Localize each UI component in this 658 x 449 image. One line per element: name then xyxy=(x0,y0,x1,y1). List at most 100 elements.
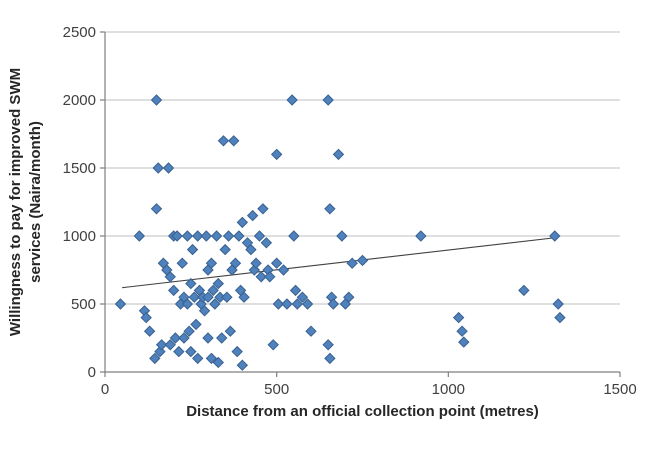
data-point xyxy=(167,284,180,297)
data-point xyxy=(205,352,218,365)
data-point xyxy=(236,216,249,229)
data-point xyxy=(296,291,309,303)
data-point xyxy=(152,162,164,174)
x-tick-label: 1000 xyxy=(432,381,465,398)
data-point xyxy=(162,162,175,174)
data-point xyxy=(229,257,242,269)
data-point xyxy=(149,352,161,365)
data-point xyxy=(176,257,188,269)
data-point xyxy=(210,230,223,242)
data-point xyxy=(238,291,250,303)
y-tick-label: 500 xyxy=(71,296,96,313)
data-point xyxy=(212,356,225,369)
data-point xyxy=(264,271,276,283)
data-point xyxy=(322,339,334,351)
data-point xyxy=(253,230,266,242)
data-point xyxy=(219,243,231,256)
data-point xyxy=(202,332,214,344)
data-point xyxy=(270,257,283,269)
data-point xyxy=(222,230,235,242)
y-tick-label: 2000 xyxy=(63,92,96,109)
data-point xyxy=(198,305,211,317)
data-point xyxy=(356,254,369,267)
data-point xyxy=(236,359,249,371)
data-point xyxy=(221,291,233,303)
data-point xyxy=(549,230,561,242)
data-point xyxy=(336,230,348,242)
data-point xyxy=(171,230,183,242)
data-point xyxy=(324,203,336,215)
data-point xyxy=(291,298,303,310)
data-point xyxy=(301,298,314,310)
data-point xyxy=(191,230,204,242)
data-point xyxy=(250,257,262,269)
data-point xyxy=(270,148,283,161)
data-point xyxy=(286,94,298,106)
data-point xyxy=(169,332,182,344)
data-point xyxy=(191,352,204,365)
data-point xyxy=(458,336,470,348)
x-tick-label: 1500 xyxy=(603,381,636,398)
data-point xyxy=(272,298,285,310)
data-point xyxy=(324,352,336,365)
data-point xyxy=(245,243,257,256)
data-point xyxy=(150,94,163,106)
data-point xyxy=(224,325,237,337)
data-point xyxy=(346,257,358,269)
data-point xyxy=(518,284,530,297)
data-point xyxy=(231,345,243,358)
data-point xyxy=(216,332,228,344)
y-tick-label: 1500 xyxy=(63,160,96,177)
data-point xyxy=(255,271,267,283)
y-tick-label: 2500 xyxy=(63,24,96,41)
data-point xyxy=(140,311,152,324)
data-point xyxy=(288,230,300,242)
data-point xyxy=(155,339,168,351)
data-point xyxy=(257,203,269,215)
x-axis-title: Distance from an official collection poi… xyxy=(186,403,539,420)
data-point xyxy=(205,257,218,269)
trendline xyxy=(122,236,559,289)
data-point xyxy=(281,298,293,310)
data-point xyxy=(183,325,195,337)
data-point xyxy=(186,243,199,256)
data-point xyxy=(133,230,146,242)
data-point xyxy=(289,284,302,297)
data-point xyxy=(143,325,156,337)
y-tick-label: 0 xyxy=(88,364,96,381)
data-point xyxy=(452,311,465,324)
data-point xyxy=(332,148,345,161)
data-point xyxy=(228,135,240,147)
data-point xyxy=(267,339,279,351)
data-point xyxy=(164,339,176,351)
data-point xyxy=(202,291,214,303)
data-point xyxy=(114,298,127,310)
data-point xyxy=(343,291,355,303)
data-point xyxy=(181,298,194,310)
data-point xyxy=(181,230,194,242)
data-point xyxy=(150,203,163,215)
data-point xyxy=(200,230,212,242)
data-point xyxy=(164,271,176,283)
x-tick-label: 500 xyxy=(264,381,289,398)
data-point xyxy=(277,264,290,276)
data-point xyxy=(185,277,197,290)
data-point xyxy=(185,345,197,358)
data-point xyxy=(233,230,245,242)
data-point xyxy=(327,298,340,310)
data-point xyxy=(209,298,221,310)
data-point xyxy=(554,311,566,324)
data-point xyxy=(552,298,564,310)
data-point xyxy=(178,332,190,344)
y-tick-label: 1000 xyxy=(63,228,96,245)
data-point xyxy=(415,230,427,242)
data-point xyxy=(207,284,219,297)
data-point xyxy=(212,277,225,290)
data-point xyxy=(260,237,273,249)
data-point xyxy=(305,325,317,337)
data-point xyxy=(188,291,200,303)
data-point xyxy=(322,94,334,106)
data-point xyxy=(217,135,230,147)
